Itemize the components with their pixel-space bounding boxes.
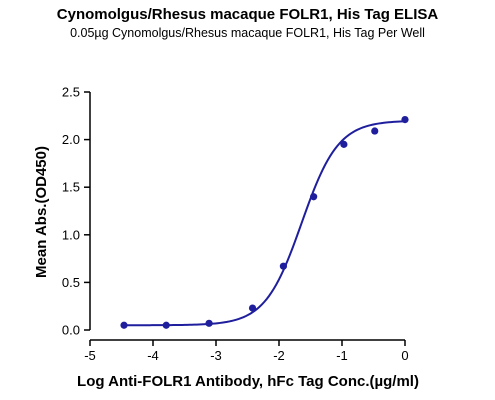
x-tick-label: -4 [147, 348, 159, 363]
data-point [340, 140, 348, 148]
data-point [205, 319, 213, 327]
y-tick-label: 2.5 [62, 85, 80, 100]
x-tick-label: 0 [401, 348, 408, 363]
y-tick-label: 1.0 [62, 227, 80, 242]
y-tick-label: 2.0 [62, 132, 80, 147]
data-point [401, 116, 409, 124]
y-axis-title: Mean Abs.(OD450) [33, 146, 50, 278]
x-axis-title: Log Anti-FOLR1 Antibody, hFc Tag Conc.(µ… [77, 373, 419, 390]
chart-subtitle: 0.05µg Cynomolgus/Rhesus macaque FOLR1, … [70, 26, 425, 40]
x-tick-label: -1 [336, 348, 348, 363]
data-point [310, 193, 318, 201]
data-point [279, 262, 288, 270]
x-tick-label: -2 [273, 348, 285, 363]
chart-title: Cynomolgus/Rhesus macaque FOLR1, His Tag… [56, 6, 439, 23]
data-point [371, 127, 379, 135]
x-tick-label: -3 [210, 348, 222, 363]
y-tick-label: 0.0 [62, 323, 80, 338]
chart-axes: 0.0 0.5 1.0 1.5 2.0 2.5 -5 -4 -3 -2 -1 0 [62, 85, 409, 364]
data-point [162, 321, 170, 329]
x-tick-label: -5 [84, 348, 96, 363]
y-tick-label: 0.5 [62, 275, 80, 290]
data-points [120, 116, 409, 329]
data-point [120, 321, 128, 329]
data-point [248, 304, 257, 312]
y-tick-label: 1.5 [62, 180, 80, 195]
fit-curve [124, 120, 406, 327]
